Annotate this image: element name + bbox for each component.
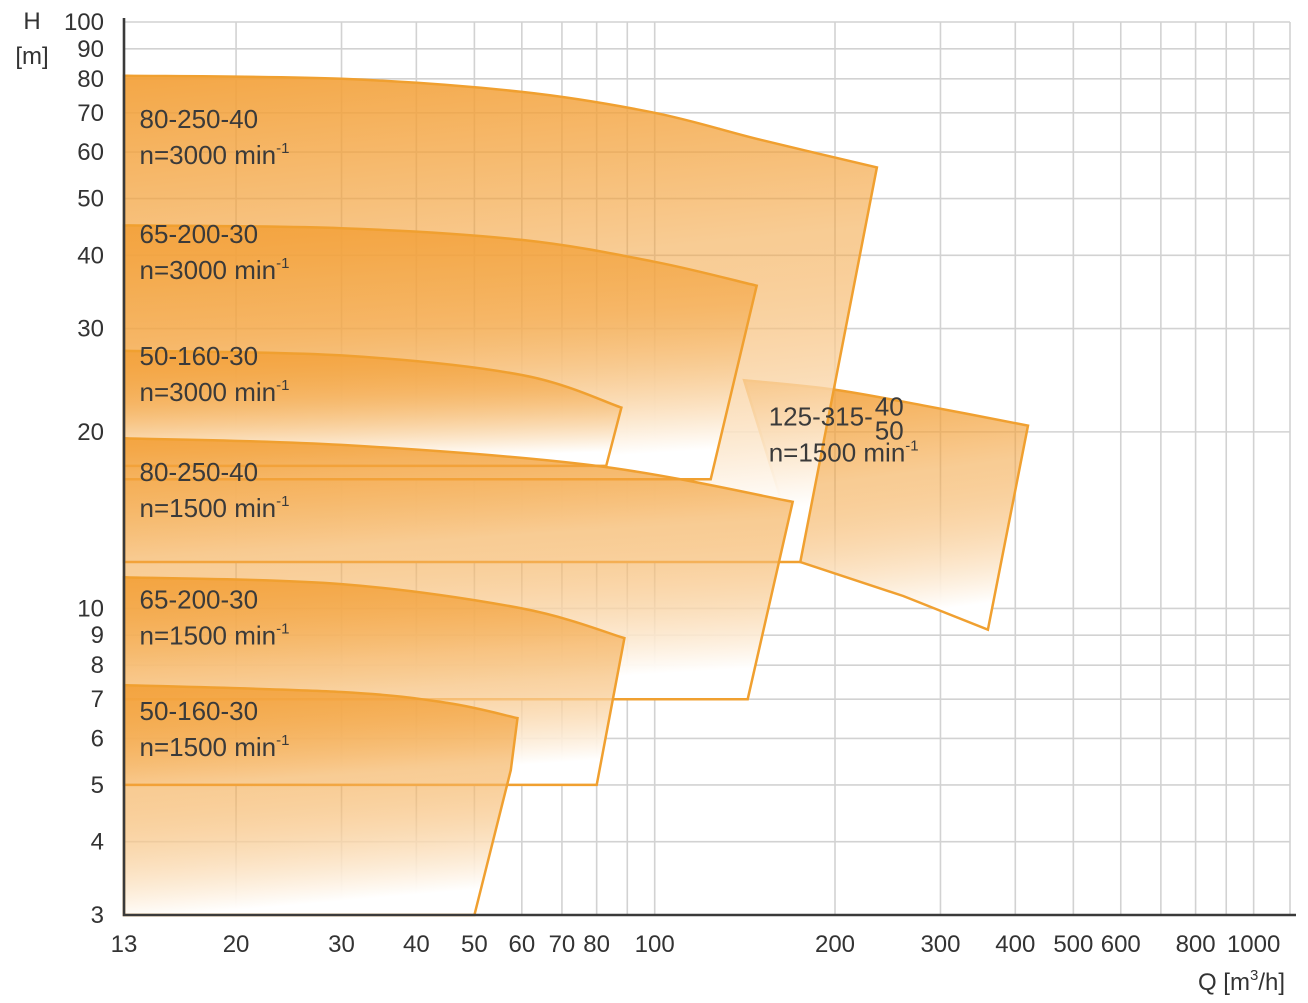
x-tick-label: 400 bbox=[995, 931, 1035, 958]
region-50-160-30-1500 bbox=[122, 683, 519, 917]
y-tick-label: 60 bbox=[77, 139, 104, 166]
y-tick-label: 4 bbox=[91, 829, 104, 856]
region-model-label: 125-315- bbox=[769, 402, 873, 432]
x-tick-label: 20 bbox=[223, 931, 250, 958]
region-model-label: 65-200-30 bbox=[140, 219, 259, 249]
region-speed-label: n=1500 min-1 bbox=[769, 438, 919, 468]
region-speed-label: n=3000 min-1 bbox=[140, 255, 290, 285]
y-tick-label: 8 bbox=[91, 652, 104, 679]
y-tick-label: 10 bbox=[77, 595, 104, 622]
x-tick-label: 30 bbox=[328, 931, 355, 958]
x-tick-label: 50 bbox=[461, 931, 488, 958]
performance-regions bbox=[122, 74, 1030, 917]
x-tick-label: 500 bbox=[1053, 931, 1093, 958]
y-tick-label: 6 bbox=[91, 725, 104, 752]
x-tick-label: 40 bbox=[403, 931, 430, 958]
x-tick-label: 1000 bbox=[1227, 931, 1280, 958]
region-speed-label: n=1500 min-1 bbox=[140, 732, 290, 762]
y-tick-label: 30 bbox=[77, 316, 104, 343]
x-tick-label: 200 bbox=[815, 931, 855, 958]
y-tick-label: 20 bbox=[77, 419, 104, 446]
y-tick-label: 3 bbox=[91, 902, 104, 929]
x-tick-label: 13 bbox=[111, 931, 138, 958]
axis-lines bbox=[122, 18, 1296, 917]
y-tick-label: 80 bbox=[77, 66, 104, 93]
region-model-label: 80-250-40 bbox=[140, 104, 259, 134]
x-axis-title: Q [m3/h] bbox=[1198, 967, 1285, 996]
x-tick-label: 600 bbox=[1101, 931, 1141, 958]
y-tick-label: 90 bbox=[77, 36, 104, 63]
y-axis-unit: [m] bbox=[15, 43, 48, 70]
region-model-variant-bottom: 50 bbox=[875, 416, 904, 446]
region-model-label: 65-200-30 bbox=[140, 584, 259, 614]
y-tick-label: 40 bbox=[77, 242, 104, 269]
x-tick-label: 300 bbox=[920, 931, 960, 958]
region-speed-label: n=1500 min-1 bbox=[140, 620, 290, 650]
x-tick-label: 100 bbox=[635, 931, 675, 958]
y-tick-label: 5 bbox=[91, 772, 104, 799]
region-model-label: 80-250-40 bbox=[140, 457, 259, 487]
region-model-label: 50-160-30 bbox=[140, 341, 259, 371]
region-50-160-30-3000 bbox=[122, 349, 623, 468]
x-tick-label: 80 bbox=[583, 931, 610, 958]
x-tick-label: 800 bbox=[1176, 931, 1216, 958]
y-tick-label: 50 bbox=[77, 186, 104, 213]
y-tick-label: 100 bbox=[64, 9, 104, 36]
region-model-label: 50-160-30 bbox=[140, 696, 259, 726]
region-speed-label: n=1500 min-1 bbox=[140, 493, 290, 523]
region-model-variant-top: 40 bbox=[875, 392, 904, 422]
region-speed-label: n=3000 min-1 bbox=[140, 377, 290, 407]
x-tick-label: 60 bbox=[508, 931, 535, 958]
region-speed-label: n=3000 min-1 bbox=[140, 140, 290, 170]
y-axis-symbol: H bbox=[23, 8, 40, 35]
y-tick-label: 70 bbox=[77, 100, 104, 127]
y-tick-label: 9 bbox=[91, 622, 104, 649]
x-tick-label: 70 bbox=[549, 931, 576, 958]
y-tick-label: 7 bbox=[91, 686, 104, 713]
